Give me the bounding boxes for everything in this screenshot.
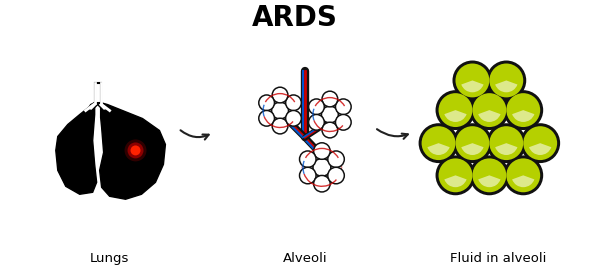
Circle shape [473,158,506,192]
Circle shape [271,102,289,119]
Circle shape [486,123,526,163]
Circle shape [286,95,301,111]
Circle shape [314,143,330,159]
Circle shape [322,106,339,123]
Wedge shape [444,175,467,187]
Circle shape [418,123,458,163]
Circle shape [435,90,476,130]
Circle shape [300,167,316,184]
Circle shape [473,93,506,127]
Circle shape [506,158,540,192]
Circle shape [336,99,351,115]
Wedge shape [478,110,500,122]
Text: Fluid in alveoli: Fluid in alveoli [450,251,546,265]
Circle shape [455,126,489,160]
Circle shape [322,91,337,107]
Wedge shape [461,143,484,155]
Circle shape [259,95,274,111]
Polygon shape [97,102,107,111]
Circle shape [127,143,143,158]
Circle shape [328,167,345,184]
Circle shape [309,99,324,115]
Wedge shape [512,110,535,122]
Circle shape [286,111,301,126]
Wedge shape [512,175,535,187]
Circle shape [328,151,345,167]
Circle shape [336,115,351,130]
Wedge shape [495,143,517,155]
Circle shape [309,115,324,130]
Circle shape [453,123,493,163]
Circle shape [314,176,330,192]
Circle shape [503,90,543,130]
Circle shape [520,123,560,163]
Circle shape [272,118,288,134]
Circle shape [455,64,489,97]
Polygon shape [56,102,97,194]
Circle shape [322,122,337,138]
Wedge shape [461,80,484,92]
Circle shape [130,145,140,155]
Circle shape [489,126,523,160]
Text: ARDS: ARDS [252,4,338,32]
Polygon shape [94,83,101,102]
Circle shape [435,155,476,195]
Wedge shape [444,110,467,122]
Circle shape [259,111,274,126]
Circle shape [523,126,557,160]
Circle shape [470,90,509,130]
Circle shape [486,60,526,101]
Circle shape [438,158,473,192]
Wedge shape [427,143,450,155]
Wedge shape [478,175,500,187]
Circle shape [272,87,288,103]
Circle shape [489,64,523,97]
Circle shape [438,93,473,127]
Circle shape [124,139,146,161]
Circle shape [506,93,540,127]
Polygon shape [100,102,165,199]
Circle shape [470,155,509,195]
Text: Lungs: Lungs [90,251,129,265]
Circle shape [453,60,493,101]
Text: Alveoli: Alveoli [283,251,327,265]
Circle shape [313,158,331,176]
Circle shape [422,126,455,160]
Circle shape [503,155,543,195]
Wedge shape [495,80,517,92]
Wedge shape [529,143,551,155]
Circle shape [300,151,316,167]
Polygon shape [88,102,97,111]
